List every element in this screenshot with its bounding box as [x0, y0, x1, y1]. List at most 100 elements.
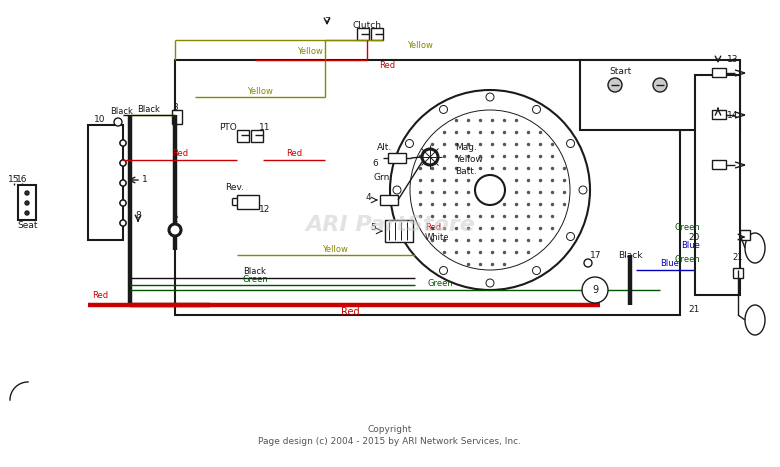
Text: Yellow: Yellow	[407, 42, 433, 50]
Text: 21: 21	[732, 254, 743, 262]
Text: 4: 4	[365, 193, 370, 203]
Bar	[380, 195, 398, 205]
Circle shape	[533, 267, 541, 275]
Bar	[172, 110, 182, 124]
Circle shape	[406, 140, 413, 148]
Text: Alt.: Alt.	[378, 143, 392, 153]
Circle shape	[120, 160, 126, 166]
Text: 7: 7	[324, 17, 330, 27]
Text: 14: 14	[727, 111, 739, 120]
Ellipse shape	[745, 305, 765, 335]
Text: 20: 20	[689, 233, 700, 241]
Text: Yellow: Yellow	[455, 155, 483, 163]
Text: Copyright: Copyright	[368, 425, 412, 434]
Text: 15: 15	[9, 176, 20, 184]
Circle shape	[120, 200, 126, 206]
Text: Grn.: Grn.	[374, 174, 392, 183]
Text: Batt.: Batt.	[455, 167, 477, 176]
Text: Blue: Blue	[681, 241, 700, 249]
Text: Rev.: Rev.	[225, 184, 244, 192]
Text: 1: 1	[142, 176, 148, 184]
Text: ARI PartStore: ARI PartStore	[305, 215, 475, 235]
Text: 10: 10	[94, 115, 106, 125]
Bar	[371, 28, 383, 40]
Text: Green: Green	[674, 224, 700, 233]
Text: Red: Red	[379, 61, 395, 70]
Circle shape	[566, 140, 575, 148]
Circle shape	[120, 220, 126, 226]
Text: Start: Start	[609, 68, 631, 77]
Text: 3: 3	[172, 104, 178, 113]
Text: Green: Green	[674, 255, 700, 264]
Bar	[695, 75, 740, 295]
Circle shape	[582, 277, 608, 303]
Text: 21: 21	[689, 305, 700, 314]
Text: 12: 12	[259, 205, 271, 214]
Text: Clutch: Clutch	[353, 21, 381, 29]
Bar	[712, 68, 726, 77]
Bar	[712, 160, 726, 169]
Text: White: White	[425, 234, 449, 242]
Circle shape	[120, 160, 126, 166]
Bar	[175, 60, 680, 315]
Circle shape	[25, 211, 29, 215]
Text: Page design (c) 2004 - 2015 by ARI Network Services, Inc.: Page design (c) 2004 - 2015 by ARI Netwo…	[258, 438, 522, 446]
Text: 13: 13	[727, 56, 739, 64]
Bar	[18, 185, 36, 220]
Bar	[237, 130, 249, 142]
Text: 5: 5	[370, 224, 376, 233]
Circle shape	[25, 191, 29, 195]
Text: 8: 8	[135, 211, 141, 219]
Circle shape	[653, 78, 667, 92]
Bar	[88, 125, 123, 240]
Circle shape	[533, 106, 541, 113]
Text: Yellow: Yellow	[247, 86, 273, 95]
Text: Blue: Blue	[661, 260, 679, 269]
Circle shape	[120, 140, 126, 146]
Text: 17: 17	[590, 250, 601, 260]
Circle shape	[410, 110, 570, 270]
Text: Black: Black	[243, 268, 267, 276]
Circle shape	[120, 180, 126, 186]
Text: PTO: PTO	[219, 123, 237, 133]
Circle shape	[120, 180, 126, 186]
Text: Black: Black	[110, 107, 133, 116]
Bar	[712, 110, 726, 119]
Text: 9: 9	[592, 285, 598, 295]
Text: Seat: Seat	[18, 220, 38, 229]
Text: Green: Green	[242, 275, 268, 283]
Text: 6: 6	[372, 158, 378, 168]
Bar	[385, 220, 413, 242]
Circle shape	[486, 279, 494, 287]
Circle shape	[120, 200, 126, 206]
Circle shape	[579, 186, 587, 194]
Bar	[237, 195, 259, 209]
Circle shape	[25, 201, 29, 205]
Circle shape	[439, 106, 448, 113]
Bar	[733, 268, 743, 278]
Circle shape	[114, 118, 122, 126]
Circle shape	[439, 267, 448, 275]
Circle shape	[475, 175, 505, 205]
Text: Red: Red	[172, 149, 188, 158]
Text: Black: Black	[618, 250, 643, 260]
Circle shape	[406, 233, 413, 241]
Text: Black: Black	[137, 105, 161, 113]
Circle shape	[584, 259, 592, 267]
Text: Mag.: Mag.	[455, 142, 477, 151]
Bar	[251, 130, 263, 142]
Circle shape	[566, 233, 575, 241]
Circle shape	[393, 186, 401, 194]
Text: 2: 2	[172, 215, 178, 225]
Text: Red: Red	[341, 307, 360, 317]
Bar	[357, 28, 369, 40]
Bar	[388, 153, 406, 163]
Circle shape	[120, 140, 126, 146]
Ellipse shape	[745, 233, 765, 263]
Text: 11: 11	[259, 123, 271, 133]
Text: Yellow: Yellow	[297, 48, 323, 57]
Circle shape	[422, 149, 438, 165]
Text: Red: Red	[286, 149, 302, 158]
Text: 16: 16	[16, 176, 28, 184]
Circle shape	[390, 90, 590, 290]
